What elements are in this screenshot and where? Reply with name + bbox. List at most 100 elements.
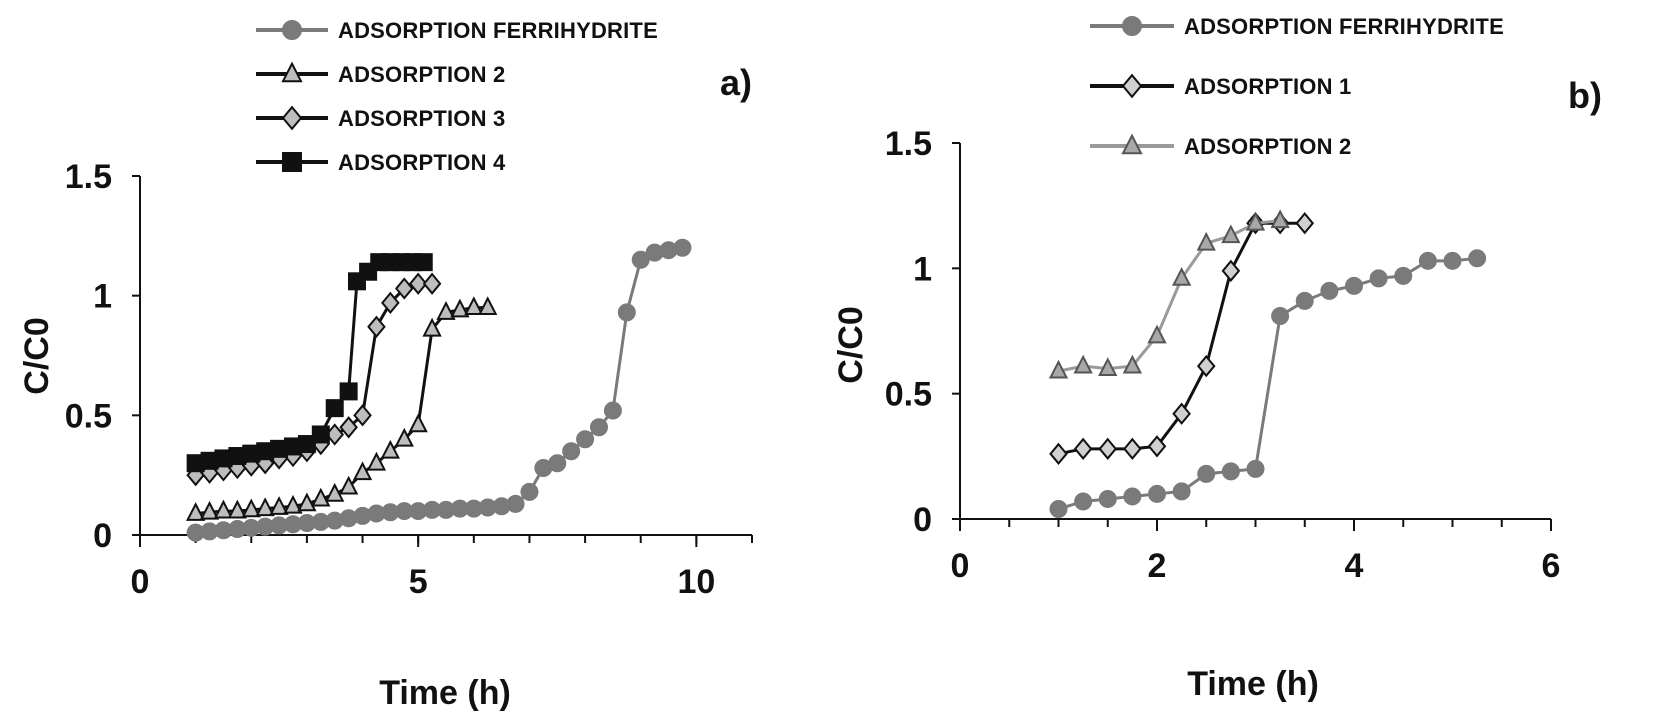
panel-b-data-point-adsorption-ferrihydrite xyxy=(1172,482,1191,501)
panel-a-data-point-adsorption-ferrihydrite xyxy=(506,494,525,513)
panel-a-x-axis-label: Time (h) xyxy=(379,674,511,712)
panel-a-data-point-adsorption-3 xyxy=(422,272,442,295)
panel-a-legend-swatch-marker xyxy=(281,61,303,83)
panel-b-data-point-adsorption-1 xyxy=(1196,354,1216,378)
panel-a-data-point-adsorption-ferrihydrite xyxy=(631,250,650,269)
panel-a-data-point-adsorption-2 xyxy=(325,482,345,502)
panel-b-y-tick-label: 0 xyxy=(913,501,932,539)
panel-b-legend-label: ADSORPTION FERRIHYDRITE xyxy=(1184,14,1504,39)
panel-a-legend-label: ADSORPTION 4 xyxy=(338,150,506,175)
panel-b-data-point-adsorption-2 xyxy=(1073,354,1093,374)
panel-b-data-point-adsorption-2 xyxy=(1221,224,1241,244)
panel-b-series-adsorption-ferrihydrite xyxy=(1049,249,1487,518)
panel-b-data-point-adsorption-ferrihydrite xyxy=(1345,276,1363,295)
panel-a-legend-label: ADSORPTION 2 xyxy=(338,62,505,87)
panel-a-data-point-adsorption-3 xyxy=(408,272,428,295)
panel-b-data-point-adsorption-1 xyxy=(1049,442,1068,465)
panel-a-legend-label: ADSORPTION 3 xyxy=(338,106,505,131)
panel-b-x-tick-label: 6 xyxy=(1542,547,1561,585)
panel-b-data-point-adsorption-1 xyxy=(1147,435,1167,458)
panel-a-data-point-adsorption-ferrihydrite xyxy=(673,238,692,257)
panel-a-data-point-adsorption-4 xyxy=(414,253,433,272)
panel-b-x-tick-label: 2 xyxy=(1148,547,1167,585)
panel-a-data-point-adsorption-4 xyxy=(339,382,358,401)
panel-b-series-layer xyxy=(1048,209,1487,518)
panel-b-data-point-adsorption-ferrihydrite xyxy=(1197,464,1216,483)
panel-b-data-point-adsorption-1 xyxy=(1073,437,1093,460)
panel-a-data-point-adsorption-2 xyxy=(394,427,414,447)
panel-b-data-point-adsorption-1 xyxy=(1172,402,1191,425)
panel-b-data-point-adsorption-ferrihydrite xyxy=(1468,249,1487,268)
panel-b-y-tick-label: 1 xyxy=(913,250,932,288)
panel-b-data-point-adsorption-ferrihydrite xyxy=(1049,499,1068,518)
panel-a-legend: ADSORPTION FERRIHYDRITE ADSORPTION 2 ADSOR… xyxy=(256,18,658,175)
panel-a-legend-item-adsorption-3: ADSORPTION 3 xyxy=(256,105,505,131)
panel-a-series-adsorption-ferrihydrite xyxy=(186,238,692,542)
panel-b-legend-item-adsorption-1: ADSORPTION 1 xyxy=(1090,73,1351,99)
panel-a-x-tick-label: 10 xyxy=(677,563,715,601)
panel-b-data-point-adsorption-1 xyxy=(1221,259,1241,283)
panel-a-data-point-adsorption-ferrihydrite xyxy=(548,454,567,473)
panel-a-y-axis-label: C/C0 xyxy=(18,317,56,394)
panel-b-data-point-adsorption-1 xyxy=(1295,212,1315,235)
panel-a-chart: 0 5 10 0 0.5 1 1.5 Time (h) C/C0 a) ADSORPTION… xyxy=(18,18,753,712)
panel-a-data-point-adsorption-ferrihydrite xyxy=(617,303,636,322)
panel-a-legend-label: ADSORPTION FERRIHYDRITE xyxy=(338,18,658,43)
panel-b-data-point-adsorption-2 xyxy=(1245,211,1266,231)
panel-b-data-point-adsorption-ferrihydrite xyxy=(1320,281,1339,300)
panel-b-data-point-adsorption-ferrihydrite xyxy=(1271,306,1290,325)
panel-a-legend-item-adsorption-ferrihydrite: ADSORPTION FERRIHYDRITE xyxy=(256,18,658,43)
panel-b-y-tick-label: 1.5 xyxy=(885,125,932,163)
panel-b-data-point-adsorption-ferrihydrite xyxy=(1123,487,1142,506)
panel-b-series-adsorption-1 xyxy=(1049,212,1315,465)
panel-a-data-point-adsorption-2 xyxy=(255,497,275,517)
panel-a-data-point-adsorption-2 xyxy=(352,461,373,481)
panel-a-data-point-adsorption-2 xyxy=(338,475,359,495)
panel-a-data-point-adsorption-4 xyxy=(325,399,344,418)
panel-b-chart: 0 2 4 6 0 0.5 1 1.5 Time (h) C/C0 b) ADSORPTION… xyxy=(832,14,1602,703)
panel-b-legend-swatch-marker xyxy=(1121,133,1143,155)
panel-a-data-point-adsorption-2 xyxy=(269,496,289,515)
panel-a-data-point-adsorption-2 xyxy=(241,498,261,518)
panel-a-data-point-adsorption-4 xyxy=(297,435,316,454)
panel-a-y-tick-label: 1.5 xyxy=(65,158,112,196)
panel-a-y-tick-label: 1 xyxy=(93,278,112,316)
panel-b-series-adsorption-2 xyxy=(1048,209,1290,379)
panel-b-data-point-adsorption-ferrihydrite xyxy=(1074,492,1093,511)
panel-a-data-point-adsorption-2 xyxy=(380,439,401,459)
panel-b-axes: 0 2 4 6 0 0.5 1 1.5 xyxy=(885,125,1561,585)
panel-b-data-point-adsorption-2 xyxy=(1171,266,1192,286)
panel-a-data-point-adsorption-2 xyxy=(199,500,220,520)
panel-a-data-point-adsorption-3 xyxy=(394,277,414,300)
panel-b-x-tick-label: 0 xyxy=(951,547,970,585)
panel-a-legend-swatch-marker xyxy=(282,152,302,172)
panel-b-data-point-adsorption-2 xyxy=(1048,359,1069,379)
panel-a-data-point-adsorption-3 xyxy=(353,404,372,427)
panel-a-data-point-adsorption-ferrihydrite xyxy=(576,430,595,449)
panel-b-data-point-adsorption-2 xyxy=(1270,209,1290,229)
panel-a-data-point-adsorption-2 xyxy=(408,413,428,433)
panel-b-data-point-adsorption-ferrihydrite xyxy=(1295,291,1314,310)
panel-b-data-point-adsorption-2 xyxy=(1147,324,1167,344)
panel-a-data-point-adsorption-ferrihydrite xyxy=(562,442,581,461)
panel-a-data-point-adsorption-3 xyxy=(381,291,400,315)
panel-b-data-point-adsorption-2 xyxy=(1098,357,1118,376)
panel-a-x-tick-label: 0 xyxy=(131,563,150,601)
panel-a-legend-swatch-marker xyxy=(282,20,302,40)
panel-b-data-point-adsorption-1 xyxy=(1123,437,1142,460)
panel-a-data-point-adsorption-2 xyxy=(213,499,234,519)
panel-a-y-tick-label: 0.5 xyxy=(65,397,112,435)
panel-a-data-point-adsorption-2 xyxy=(297,492,317,512)
panel-a-label: a) xyxy=(720,62,752,103)
panel-b-y-axis-label: C/C0 xyxy=(832,306,870,383)
panel-a-data-point-adsorption-2 xyxy=(422,317,442,337)
panel-b-data-point-adsorption-1 xyxy=(1098,437,1118,460)
panel-b-data-point-adsorption-ferrihydrite xyxy=(1246,459,1265,478)
panel-a-data-point-adsorption-2 xyxy=(311,487,331,507)
panel-b-series-line-adsorption-ferrihydrite xyxy=(1058,256,1478,511)
panel-b-data-point-adsorption-ferrihydrite xyxy=(1394,266,1413,285)
panel-b-legend-item-adsorption-2: ADSORPTION 2 xyxy=(1090,133,1351,159)
panel-a-data-point-adsorption-2 xyxy=(436,301,456,320)
panel-b-data-point-adsorption-ferrihydrite xyxy=(1098,489,1117,508)
